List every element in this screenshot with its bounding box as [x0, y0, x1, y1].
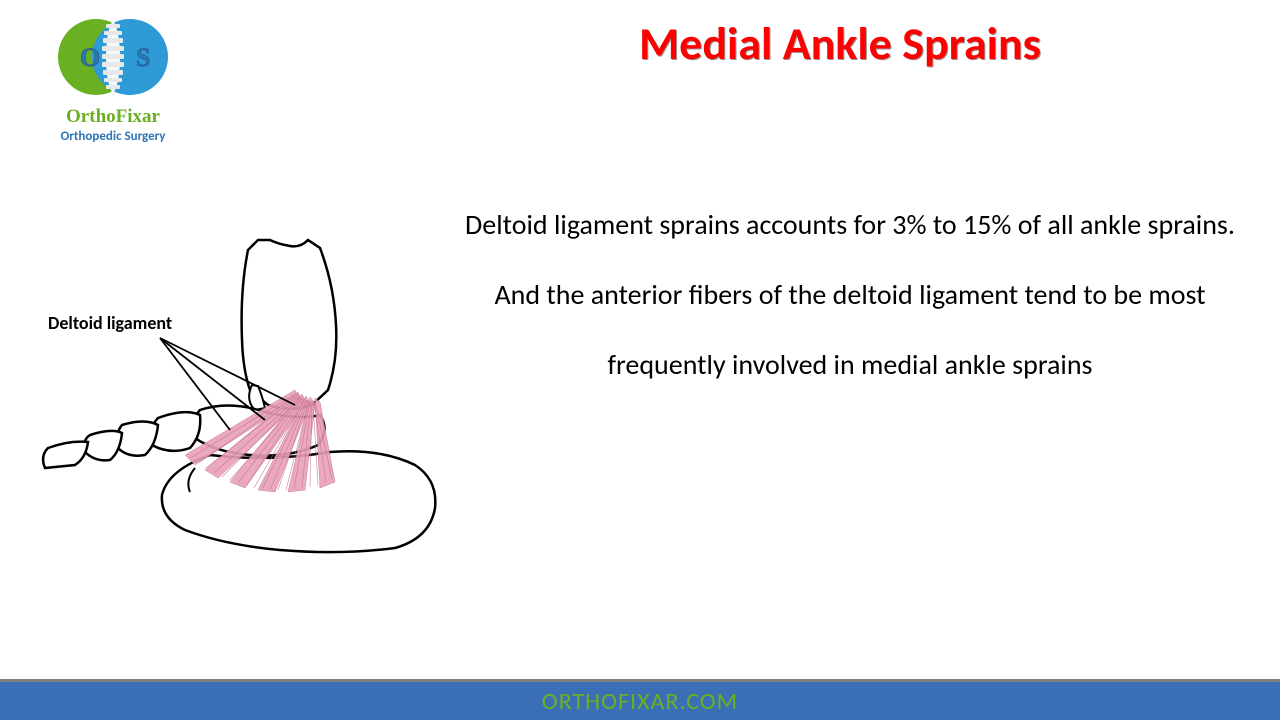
logo-brand-text: OrthoFixar — [28, 106, 198, 128]
logo-block: O S OrthoFixar Orthopedic Surgery — [28, 12, 198, 144]
logo-letter-o: O — [80, 43, 100, 72]
bone-metatarsal — [43, 442, 88, 468]
body-paragraph: Deltoid ligament sprains accounts for 3%… — [460, 190, 1240, 400]
bone-cuneiform-1 — [117, 422, 158, 456]
logo-subtitle-text: Orthopedic Surgery — [28, 129, 198, 144]
ankle-diagram: Deltoid ligament — [30, 230, 450, 590]
logo-graphic: O S — [48, 12, 178, 102]
diagram-label: Deltoid ligament — [48, 312, 172, 334]
footer-text: ORTHOFIXAR.COM — [542, 687, 738, 716]
bone-tibia — [242, 240, 337, 409]
footer-bar: ORTHOFIXAR.COM — [0, 682, 1280, 720]
page-title: Medial Ankle Sprains — [440, 16, 1240, 72]
bone-cuneiform-2 — [84, 431, 122, 460]
logo-letter-s: S — [136, 43, 150, 72]
